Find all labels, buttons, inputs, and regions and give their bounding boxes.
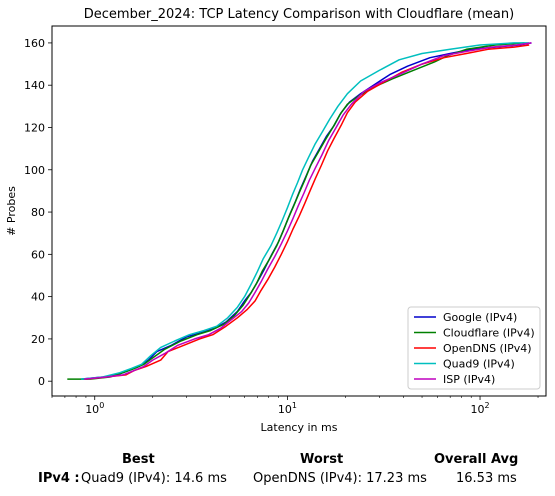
y-tick-label: 160: [24, 37, 45, 50]
x-axis: 100 101 102: [52, 396, 538, 416]
summary-best-value: Quad9 (IPv4): 14.6 ms: [81, 471, 227, 486]
latency-chart: December_2024: TCP Latency Comparison wi…: [0, 0, 555, 440]
legend-label: Quad9 (IPv4): [443, 358, 515, 371]
y-tick-label: 0: [38, 375, 45, 388]
summary-avg-header: Overall Avg: [434, 452, 518, 467]
y-tick-label: 60: [31, 248, 45, 261]
legend-label: Google (IPv4): [443, 311, 517, 324]
y-tick-label: 120: [24, 121, 45, 134]
summary-best-header: Best: [122, 452, 155, 467]
y-tick-label: 100: [24, 164, 45, 177]
summary-worst-value: OpenDNS (IPv4): 17.23 ms: [253, 471, 427, 486]
y-axis-label: # Probes: [5, 186, 18, 236]
y-tick-label: 20: [31, 333, 45, 346]
chart-title: December_2024: TCP Latency Comparison wi…: [84, 7, 514, 22]
legend-label: OpenDNS (IPv4): [443, 342, 532, 355]
y-tick-label: 140: [24, 79, 45, 92]
x-axis-label: Latency in ms: [261, 421, 338, 434]
x-tick-label: 100: [85, 401, 104, 416]
summary-avg-value: 16.53 ms: [456, 471, 517, 486]
x-tick-label: 102: [470, 401, 489, 416]
legend-label: Cloudflare (IPv4): [443, 327, 535, 340]
legend-label: ISP (IPv4): [443, 373, 495, 386]
y-axis: 0 20 40 60 80 100 120 140 160: [24, 37, 52, 388]
x-tick-label: 101: [278, 401, 297, 416]
y-tick-label: 40: [31, 291, 45, 304]
summary-row-label: IPv4 :: [38, 471, 80, 486]
legend: Google (IPv4) Cloudflare (IPv4) OpenDNS (I…: [408, 307, 540, 389]
summary-worst-header: Worst: [300, 452, 343, 467]
y-tick-label: 80: [31, 206, 45, 219]
